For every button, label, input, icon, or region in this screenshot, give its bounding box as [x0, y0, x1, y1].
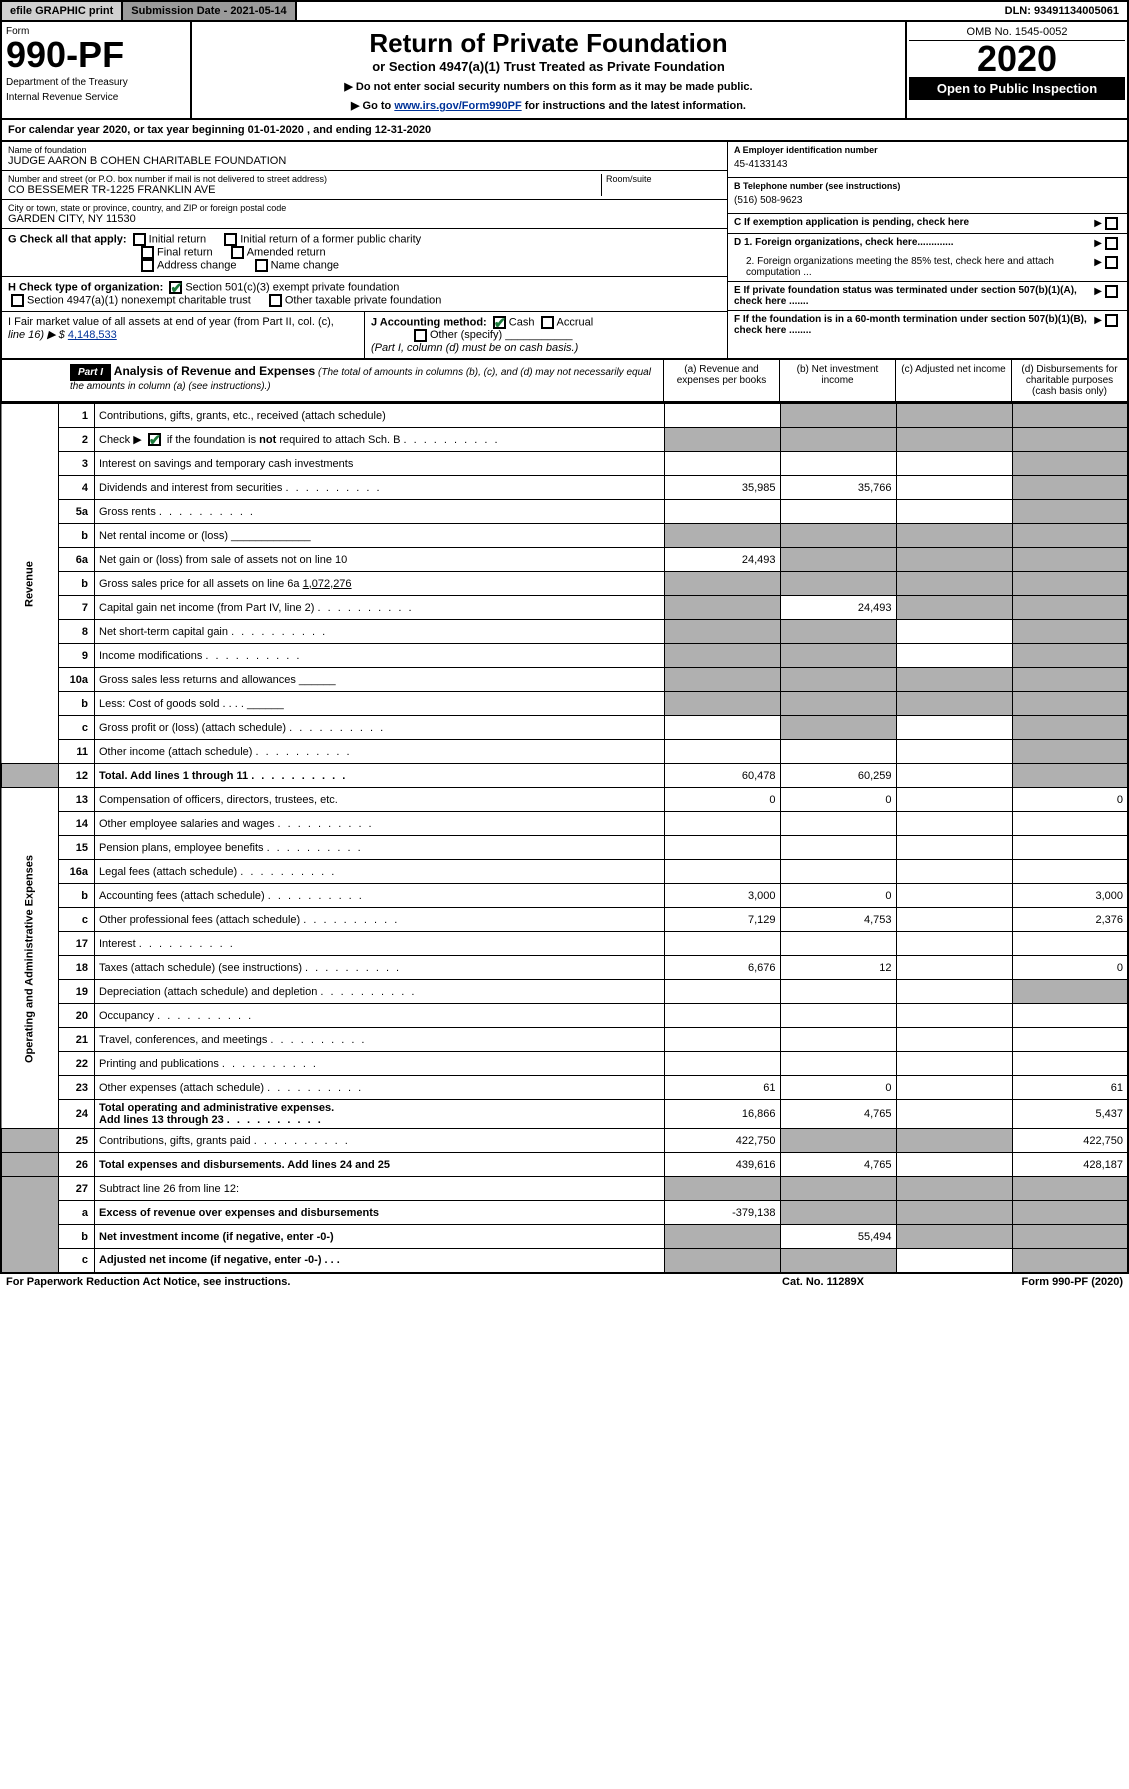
- part1-title: Analysis of Revenue and Expenses: [114, 364, 315, 378]
- section-i: I Fair market value of all assets at end…: [2, 312, 365, 358]
- room-label: Room/suite: [606, 174, 721, 184]
- amended-checkbox[interactable]: [231, 246, 244, 259]
- accrual-checkbox[interactable]: [541, 316, 554, 329]
- foreign-85-checkbox[interactable]: [1105, 256, 1118, 269]
- city-label: City or town, state or province, country…: [8, 203, 721, 213]
- other-method-checkbox[interactable]: [414, 329, 427, 342]
- col-a-header: (a) Revenue and expenses per books: [663, 360, 779, 401]
- ein-label: A Employer identification number: [734, 145, 1121, 155]
- telephone-value: (516) 508-9623: [734, 191, 1121, 210]
- footer-notice: For Paperwork Reduction Act Notice, see …: [6, 1276, 723, 1288]
- revenue-section-label: Revenue: [1, 404, 59, 764]
- fmv-value[interactable]: 4,148,533: [68, 329, 117, 341]
- expenses-section-label: Operating and Administrative Expenses: [1, 788, 59, 1129]
- section-j: J Accounting method: Cash Accrual Other …: [365, 312, 727, 358]
- footer-catalog: Cat. No. 11289X: [723, 1276, 923, 1288]
- tax-year: 2020: [909, 41, 1125, 77]
- foundation-info: Name of foundation JUDGE AARON B COHEN C…: [0, 142, 1129, 360]
- col-c-header: (c) Adjusted net income: [895, 360, 1011, 401]
- final-return-checkbox[interactable]: [141, 246, 154, 259]
- footer-form: Form 990-PF (2020): [923, 1276, 1123, 1288]
- cash-checkbox[interactable]: [493, 316, 506, 329]
- name-change-checkbox[interactable]: [255, 259, 268, 272]
- form-number[interactable]: 990-PF: [6, 37, 186, 73]
- exemption-pending-checkbox[interactable]: [1105, 217, 1118, 230]
- section-c: C If exemption application is pending, c…: [734, 217, 969, 228]
- form-header: Form 990-PF Department of the Treasury I…: [0, 22, 1129, 120]
- other-taxable-checkbox[interactable]: [269, 294, 282, 307]
- initial-return-checkbox[interactable]: [133, 233, 146, 246]
- section-d1: D 1. Foreign organizations, check here..…: [734, 237, 954, 248]
- form-subtitle: or Section 4947(a)(1) Trust Treated as P…: [198, 59, 899, 74]
- foundation-city: GARDEN CITY, NY 11530: [8, 213, 721, 225]
- open-to-public: Open to Public Inspection: [909, 77, 1125, 100]
- dln: DLN: 93491134005061: [997, 2, 1127, 20]
- submission-date: Submission Date - 2021-05-14: [123, 2, 296, 20]
- 60-month-checkbox[interactable]: [1105, 314, 1118, 327]
- efile-label[interactable]: efile GRAPHIC print: [2, 2, 123, 20]
- dept-irs: Internal Revenue Service: [6, 92, 186, 103]
- irs-link[interactable]: www.irs.gov/Form990PF: [394, 100, 521, 112]
- dept-treasury: Department of the Treasury: [6, 77, 186, 88]
- revenue-expense-table: Revenue 1Contributions, gifts, grants, e…: [0, 403, 1129, 1274]
- top-bar: efile GRAPHIC print Submission Date - 20…: [0, 0, 1129, 22]
- ein-value: 45-4133143: [734, 155, 1121, 174]
- col-b-header: (b) Net investment income: [779, 360, 895, 401]
- form-title: Return of Private Foundation: [198, 28, 899, 59]
- address-label: Number and street (or P.O. box number if…: [8, 174, 601, 184]
- foundation-name: JUDGE AARON B COHEN CHARITABLE FOUNDATIO…: [8, 155, 721, 167]
- 501c3-checkbox[interactable]: [169, 281, 182, 294]
- col-d-header: (d) Disbursements for charitable purpose…: [1011, 360, 1127, 401]
- sch-b-checkbox[interactable]: [148, 433, 161, 446]
- page-footer: For Paperwork Reduction Act Notice, see …: [0, 1274, 1129, 1290]
- telephone-label: B Telephone number (see instructions): [734, 181, 1121, 191]
- foundation-address: CO BESSEMER TR-1225 FRANKLIN AVE: [8, 184, 601, 196]
- status-terminated-checkbox[interactable]: [1105, 285, 1118, 298]
- initial-former-checkbox[interactable]: [224, 233, 237, 246]
- section-h: H Check type of organization: Section 50…: [2, 277, 727, 312]
- section-e: E If private foundation status was termi…: [734, 285, 1077, 307]
- address-change-checkbox[interactable]: [141, 259, 154, 272]
- foreign-org-checkbox[interactable]: [1105, 237, 1118, 250]
- section-g: G Check all that apply: Initial return I…: [2, 229, 727, 277]
- section-d2: 2. Foreign organizations meeting the 85%…: [734, 256, 1088, 278]
- 4947a1-checkbox[interactable]: [11, 294, 24, 307]
- instruction-2: ▶ Go to www.irs.gov/Form990PF for instru…: [198, 99, 899, 112]
- part1-header-row: Part I Analysis of Revenue and Expenses …: [0, 360, 1129, 403]
- name-label: Name of foundation: [8, 145, 721, 155]
- calendar-year-row: For calendar year 2020, or tax year begi…: [0, 120, 1129, 142]
- section-f: F If the foundation is in a 60-month ter…: [734, 314, 1087, 336]
- part1-label: Part I: [70, 364, 111, 381]
- instruction-1: ▶ Do not enter social security numbers o…: [198, 80, 899, 93]
